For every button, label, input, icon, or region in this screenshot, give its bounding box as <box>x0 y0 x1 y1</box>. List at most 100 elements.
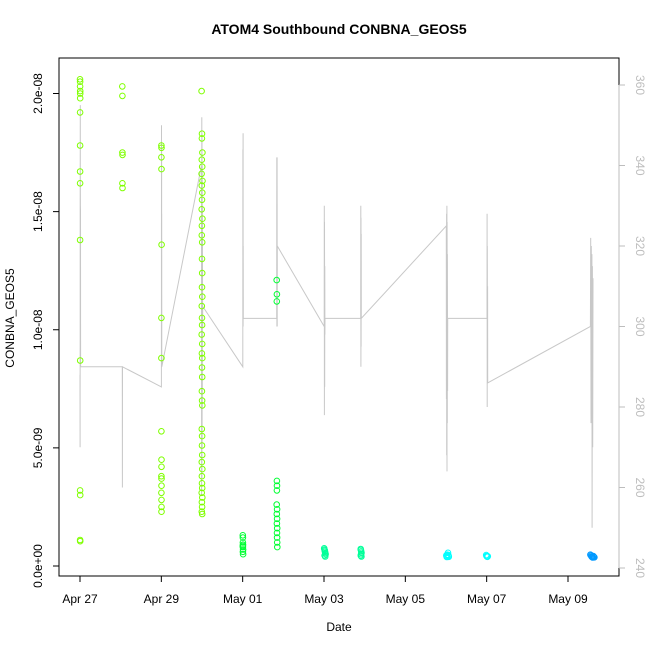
data-point <box>158 496 165 504</box>
data-point <box>198 255 206 263</box>
y2-tick-label: 280 <box>633 397 647 417</box>
data-point <box>198 182 206 189</box>
data-point <box>119 180 126 187</box>
data-point <box>198 484 206 492</box>
data-point <box>198 432 206 440</box>
data-point <box>198 350 206 357</box>
data-point <box>158 165 165 173</box>
data-point <box>76 168 84 175</box>
data-point <box>274 543 281 551</box>
data-point <box>198 163 206 170</box>
data-point <box>198 206 205 213</box>
data-point <box>76 142 84 149</box>
data-point <box>76 90 84 97</box>
y2-tick-label: 300 <box>633 316 647 336</box>
data-point <box>198 135 206 142</box>
data-point <box>199 494 206 501</box>
y2-tick-label: 240 <box>633 558 647 578</box>
y-tick-label: 1.5e-08 <box>31 191 45 232</box>
data-point <box>76 491 84 499</box>
data-point <box>591 554 598 561</box>
data-point <box>273 515 281 523</box>
data-point <box>119 83 126 90</box>
data-point <box>158 154 165 161</box>
data-point <box>199 177 206 185</box>
data-point <box>239 539 247 546</box>
data-point <box>119 151 126 159</box>
data-point <box>199 465 206 473</box>
data-point <box>76 180 84 187</box>
y-tick-label: 5.0e-09 <box>31 427 45 468</box>
data-point <box>198 321 206 329</box>
data-point <box>198 373 206 381</box>
x-axis-label: Date <box>326 620 352 634</box>
data-point <box>158 475 165 482</box>
data-point <box>76 94 84 102</box>
data-point <box>158 241 165 248</box>
y-axis-left: 0.0e+00 5.0e-09 1.0e-08 1.5e-08 2.0e-08 <box>31 73 60 588</box>
data-point <box>239 534 247 541</box>
data-point <box>76 537 84 545</box>
data-point <box>445 553 453 561</box>
data-point <box>76 487 84 494</box>
data-point <box>198 196 206 204</box>
data-point <box>322 550 329 558</box>
data-point <box>198 480 206 487</box>
data-point <box>273 529 281 537</box>
data-point <box>198 503 206 511</box>
data-point <box>198 156 206 163</box>
data-point <box>76 109 84 116</box>
data-point <box>199 293 206 301</box>
plot-frame <box>58 57 620 577</box>
data-point <box>239 532 247 539</box>
data-point <box>273 276 281 284</box>
data-point <box>158 482 165 490</box>
data-point <box>198 397 206 404</box>
y2-tick-label: 260 <box>633 477 647 497</box>
data-point <box>273 298 281 305</box>
data-point <box>198 442 206 449</box>
data-point <box>198 510 206 518</box>
data-point <box>198 451 206 459</box>
data-point <box>273 520 281 527</box>
data-point <box>198 314 206 322</box>
data-point <box>273 477 281 485</box>
data-point <box>119 184 126 192</box>
data-point <box>198 498 206 506</box>
y2-tick-label: 360 <box>633 75 647 95</box>
x-tick-label: May 05 <box>386 592 426 606</box>
data-point <box>273 291 281 298</box>
data-point <box>273 534 281 541</box>
data-point <box>198 239 206 246</box>
data-point <box>239 542 247 550</box>
data-point <box>273 524 281 532</box>
y-tick-label: 2.0e-08 <box>31 73 45 114</box>
data-point <box>199 189 206 196</box>
x-axis: Apr 27 Apr 29 May 01 May 03 May 05 May 07 May … <box>62 575 588 606</box>
y2-tick-label: 320 <box>633 236 647 256</box>
data-point <box>158 472 165 480</box>
y-tick-label: 1.0e-08 <box>31 309 45 350</box>
data-point <box>273 510 281 518</box>
data-point <box>158 428 165 435</box>
data-point <box>198 232 206 239</box>
data-point <box>273 501 281 508</box>
y-tick-label: 0.0e+00 <box>31 544 45 588</box>
x-tick-label: Apr 29 <box>144 592 180 606</box>
data-point <box>199 402 206 409</box>
data-point <box>119 149 126 156</box>
data-point <box>76 83 84 90</box>
data-point <box>273 506 281 513</box>
data-point <box>198 87 205 95</box>
data-point <box>76 236 84 244</box>
data-point <box>76 78 84 85</box>
data-point <box>198 331 205 338</box>
data-point <box>198 489 205 497</box>
secondary-series-line <box>79 105 594 528</box>
data-point <box>158 142 165 149</box>
data-point <box>239 550 247 558</box>
data-point <box>158 354 165 362</box>
data-point <box>198 283 206 291</box>
data-point <box>198 364 206 371</box>
